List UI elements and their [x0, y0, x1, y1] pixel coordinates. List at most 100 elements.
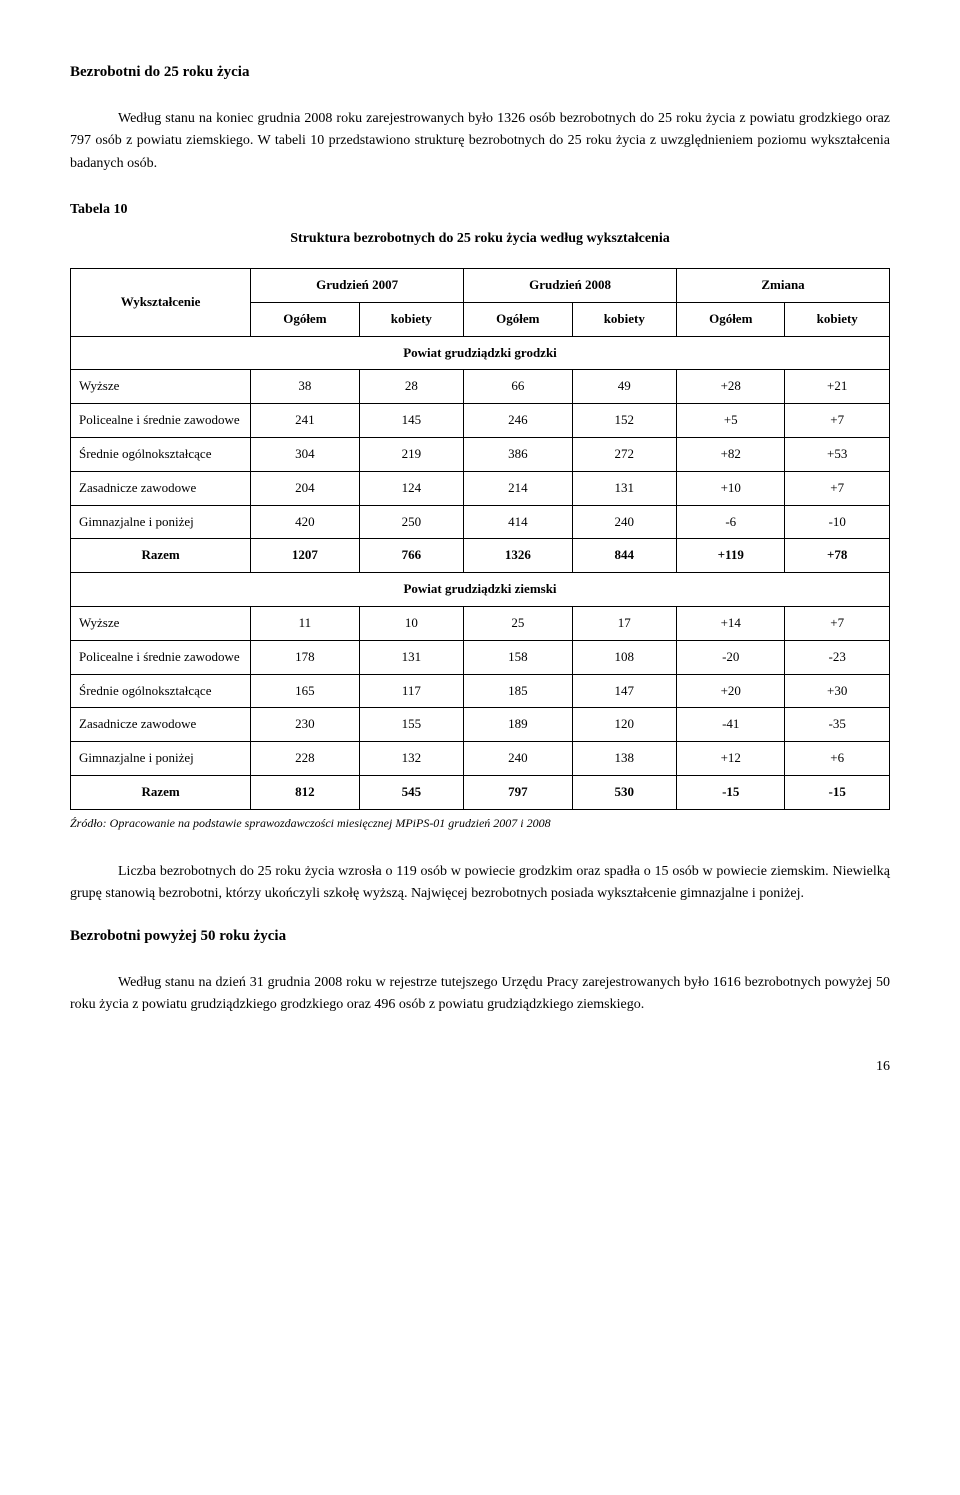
table-cell: 155 [359, 708, 464, 742]
table-cell: 25 [464, 606, 572, 640]
table-cell: 766 [359, 539, 464, 573]
table-cell: 241 [251, 404, 359, 438]
paragraph-2: Liczba bezrobotnych do 25 roku życia wzr… [70, 861, 890, 906]
table-row-label: Policealne i średnie zawodowe [71, 640, 251, 674]
col-ogolem-2: Ogółem [464, 302, 572, 336]
education-table: Wykształcenie Grudzień 2007 Grudzień 200… [70, 268, 890, 810]
col-kobiety-3: kobiety [785, 302, 890, 336]
table-cell: +6 [785, 742, 890, 776]
table-cell: 165 [251, 674, 359, 708]
table-cell: 66 [464, 370, 572, 404]
table-cell: 178 [251, 640, 359, 674]
table-cell: 240 [572, 505, 677, 539]
table-cell: 131 [359, 640, 464, 674]
table-cell: +30 [785, 674, 890, 708]
table-cell: -10 [785, 505, 890, 539]
table-cell: 158 [464, 640, 572, 674]
table-cell: 147 [572, 674, 677, 708]
table-cell: +7 [785, 606, 890, 640]
table-cell: 49 [572, 370, 677, 404]
table-cell: 844 [572, 539, 677, 573]
table-cell: +53 [785, 437, 890, 471]
table-cell: 545 [359, 775, 464, 809]
table-cell: 812 [251, 775, 359, 809]
table-cell: 152 [572, 404, 677, 438]
table-row-label: Policealne i średnie zawodowe [71, 404, 251, 438]
paragraph-1: Według stanu na koniec grudnia 2008 roku… [70, 108, 890, 175]
table-cell: 414 [464, 505, 572, 539]
table-cell: 185 [464, 674, 572, 708]
table-cell: 17 [572, 606, 677, 640]
table-cell: 120 [572, 708, 677, 742]
table-cell: 530 [572, 775, 677, 809]
table-cell: 304 [251, 437, 359, 471]
table-row-label: Wyższe [71, 606, 251, 640]
col-grudzien-2007: Grudzień 2007 [251, 268, 464, 302]
table-cell: -35 [785, 708, 890, 742]
table-cell: 145 [359, 404, 464, 438]
col-zmiana: Zmiana [677, 268, 890, 302]
table-cell: 38 [251, 370, 359, 404]
table-cell: +21 [785, 370, 890, 404]
col-ogolem-3: Ogółem [677, 302, 785, 336]
table-cell: -6 [677, 505, 785, 539]
table-cell: 189 [464, 708, 572, 742]
table-row-label: Zasadnicze zawodowe [71, 708, 251, 742]
table-cell: 214 [464, 471, 572, 505]
table-row-label: Wyższe [71, 370, 251, 404]
table-source: Źródło: Opracowanie na podstawie sprawoz… [70, 814, 890, 833]
table-cell: 228 [251, 742, 359, 776]
table-cell: 420 [251, 505, 359, 539]
table-cell: +82 [677, 437, 785, 471]
table-label: Tabela 10 [70, 199, 890, 221]
table-cell: +7 [785, 471, 890, 505]
table-row-label: Gimnazjalne i poniżej [71, 505, 251, 539]
heading-1: Bezrobotni do 25 roku życia [70, 60, 890, 84]
table-cell: 797 [464, 775, 572, 809]
table-cell: -15 [677, 775, 785, 809]
table-row-label: Średnie ogólnokształcące [71, 437, 251, 471]
col-grudzien-2008: Grudzień 2008 [464, 268, 677, 302]
table-cell: +5 [677, 404, 785, 438]
paragraph-3: Według stanu na dzień 31 grudnia 2008 ro… [70, 972, 890, 1017]
table-cell: 108 [572, 640, 677, 674]
col-kobiety-1: kobiety [359, 302, 464, 336]
table-row-label: Razem [71, 775, 251, 809]
table-cell: 28 [359, 370, 464, 404]
table-cell: 246 [464, 404, 572, 438]
table-cell: 1207 [251, 539, 359, 573]
table-cell: +78 [785, 539, 890, 573]
table-cell: 131 [572, 471, 677, 505]
table-cell: +119 [677, 539, 785, 573]
table-row-label: Razem [71, 539, 251, 573]
table-cell: 10 [359, 606, 464, 640]
table-cell: +20 [677, 674, 785, 708]
table-cell: 250 [359, 505, 464, 539]
table-row-label: Zasadnicze zawodowe [71, 471, 251, 505]
table-cell: 117 [359, 674, 464, 708]
table-cell: +12 [677, 742, 785, 776]
page-number: 16 [70, 1056, 890, 1078]
col-ogolem-1: Ogółem [251, 302, 359, 336]
table-cell: 204 [251, 471, 359, 505]
table-cell: +14 [677, 606, 785, 640]
table-cell: +7 [785, 404, 890, 438]
table-cell: 132 [359, 742, 464, 776]
table-cell: +28 [677, 370, 785, 404]
table-cell: 11 [251, 606, 359, 640]
table-row-label: Średnie ogólnokształcące [71, 674, 251, 708]
col-wyksztalcenie: Wykształcenie [71, 268, 251, 336]
table-cell: -23 [785, 640, 890, 674]
table-cell: -15 [785, 775, 890, 809]
table-cell: 138 [572, 742, 677, 776]
table-cell: 230 [251, 708, 359, 742]
table-title: Struktura bezrobotnych do 25 roku życia … [70, 228, 890, 250]
table-cell: 240 [464, 742, 572, 776]
table-cell: 219 [359, 437, 464, 471]
heading-2: Bezrobotni powyżej 50 roku życia [70, 924, 890, 948]
table-cell: +10 [677, 471, 785, 505]
table-cell: 272 [572, 437, 677, 471]
table-section-header: Powiat grudziądzki grodzki [71, 336, 890, 370]
col-kobiety-2: kobiety [572, 302, 677, 336]
table-cell: -41 [677, 708, 785, 742]
